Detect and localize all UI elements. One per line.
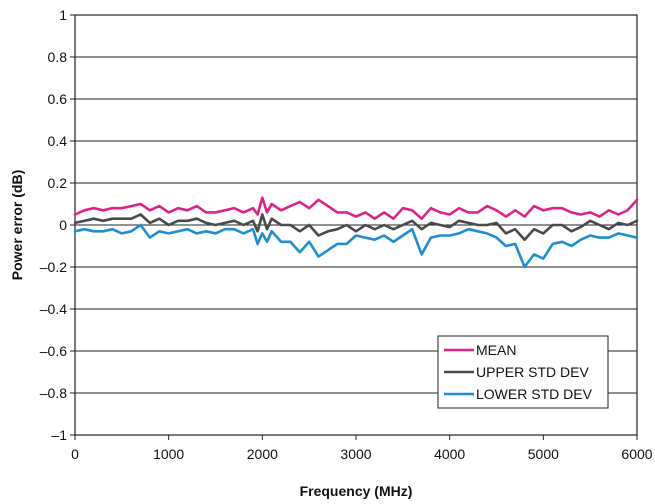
legend: MEAN UPPER STD DEV LOWER STD DEV	[437, 335, 609, 409]
legend-label: UPPER STD DEV	[476, 364, 589, 380]
x-tick-label: 2000	[247, 446, 278, 462]
y-axis-ticks: 1 0.8 0.6 0.4 0.2 0 –0.2 –0.4 –0.6 –0.8 –1	[40, 7, 75, 443]
x-axis-title: Frequency (MHz)	[300, 483, 413, 499]
y-tick-label: –0.4	[40, 301, 67, 317]
x-tick-label: 0	[71, 446, 79, 462]
legend-label: MEAN	[476, 342, 516, 358]
series-line-lower-std-dev	[73, 223, 639, 269]
x-tick-label: 1000	[153, 446, 184, 462]
y-tick-label: 0.8	[48, 49, 68, 65]
x-tick-label: 4000	[434, 446, 465, 462]
y-tick-label: –1	[51, 427, 67, 443]
y-tick-label: –0.2	[40, 259, 67, 275]
y-tick-label: 0	[59, 217, 67, 233]
x-tick-label: 5000	[528, 446, 559, 462]
y-tick-label: 0.6	[48, 91, 68, 107]
y-tick-label: –0.6	[40, 343, 67, 359]
y-tick-label: 0.4	[48, 133, 68, 149]
legend-label: LOWER STD DEV	[476, 386, 593, 402]
y-axis-title: Power error (dB)	[9, 170, 25, 280]
series-lines	[73, 196, 639, 269]
y-tick-label: –0.8	[40, 385, 67, 401]
x-tick-label: 6000	[621, 446, 652, 462]
y-tick-label: 0.2	[48, 175, 68, 191]
x-axis-ticks: 0 1000 2000 3000 4000 5000 6000	[71, 435, 653, 462]
series-line-mean	[73, 196, 639, 220]
y-tick-label: 1	[59, 7, 67, 23]
series-line-upper-std-dev	[73, 213, 639, 241]
x-tick-label: 3000	[340, 446, 371, 462]
